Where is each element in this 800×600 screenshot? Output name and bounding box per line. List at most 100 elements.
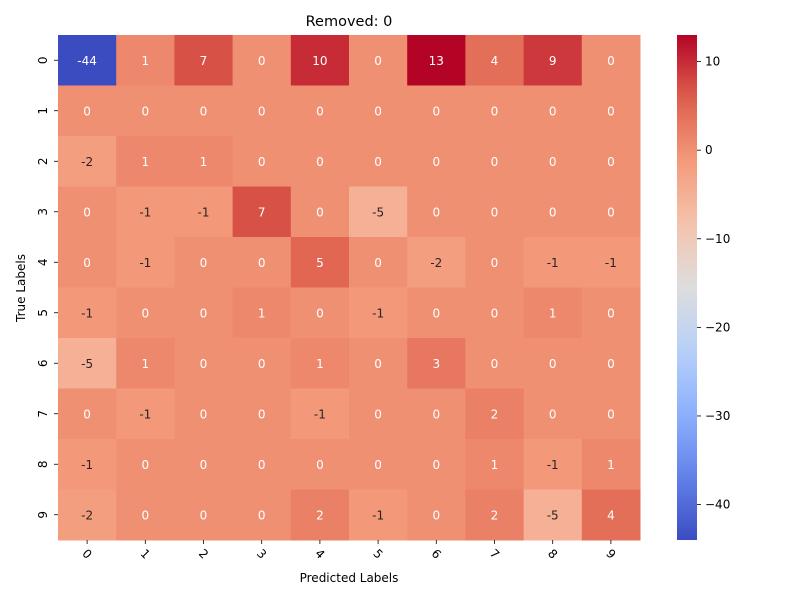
cell-value-label: -1 <box>547 256 559 270</box>
heatmap-cell <box>523 35 583 86</box>
heatmap-cell <box>407 186 466 238</box>
x-tick-label: 8 <box>545 546 560 561</box>
heatmap-cell <box>116 338 175 389</box>
x-tick-label: 5 <box>370 546 385 561</box>
heatmap-cell <box>349 388 408 440</box>
cell-value-label: 0 <box>200 104 208 118</box>
cell-value-label: 0 <box>200 306 208 320</box>
cell-value-label: 0 <box>141 458 149 472</box>
cell-value-label: 0 <box>549 155 557 169</box>
cell-value-label: 0 <box>258 407 266 421</box>
cell-value-label: 0 <box>374 357 382 371</box>
heatmap-cell <box>349 85 408 137</box>
x-tick-label: 3 <box>254 546 269 561</box>
heatmap-cell <box>523 388 583 440</box>
heatmap-cell <box>58 287 117 339</box>
cell-value-label: 0 <box>607 306 615 320</box>
cell-value-label: -5 <box>547 508 559 522</box>
cell-value-label: 0 <box>141 508 149 522</box>
heatmap-cell <box>290 388 350 440</box>
y-tick-label: 1 <box>36 107 50 115</box>
y-tick-label: 5 <box>36 309 50 317</box>
y-tick-label: 2 <box>36 157 50 165</box>
cell-value-label: 0 <box>491 357 499 371</box>
cell-value-label: 0 <box>258 357 266 371</box>
cell-value-label: 0 <box>374 458 382 472</box>
cell-value-label: 0 <box>607 104 615 118</box>
heatmap-cell <box>174 338 234 389</box>
cell-value-label: -2 <box>81 155 93 169</box>
cell-value-label: 0 <box>607 357 615 371</box>
cell-value-label: 9 <box>549 54 557 68</box>
cell-value-label: 0 <box>607 407 615 421</box>
heatmap-cell <box>232 136 292 187</box>
heatmap-cell <box>407 35 466 86</box>
cell-value-label: -2 <box>430 256 442 270</box>
x-tick-label: 0 <box>79 546 94 561</box>
cell-value-label: 0 <box>316 205 324 219</box>
heatmap-cell <box>232 85 292 137</box>
colorbar-tick-label: −40 <box>705 498 730 512</box>
heatmap-cell <box>116 237 175 288</box>
x-axis-ticks: 0 1 2 3 4 5 6 7 8 9 <box>79 540 619 562</box>
cell-value-label: 0 <box>374 54 382 68</box>
heatmap-cell <box>523 237 583 288</box>
heatmap-cell <box>290 338 350 389</box>
cell-value-label: 1 <box>258 306 266 320</box>
cell-value-label: 0 <box>316 306 324 320</box>
heatmap-cell <box>581 338 641 389</box>
cell-value-label: 0 <box>491 155 499 169</box>
heatmap-cell <box>581 388 641 440</box>
y-tick-label: 7 <box>36 410 50 418</box>
heatmap-cell <box>465 186 525 238</box>
cell-value-label: 0 <box>432 508 440 522</box>
heatmap-cell <box>465 439 525 490</box>
y-tick-label: 6 <box>36 359 50 367</box>
cell-value-label: 1 <box>491 458 499 472</box>
heatmap-cell <box>349 136 408 187</box>
heatmap-cell <box>349 237 408 288</box>
heatmap-cell <box>523 287 583 339</box>
heatmap-cell <box>174 388 234 440</box>
cell-value-label: 0 <box>432 407 440 421</box>
heatmap-cell <box>349 35 408 86</box>
heatmap-cell <box>465 85 525 137</box>
cell-value-label: 0 <box>491 256 499 270</box>
heatmap-cell <box>407 287 466 339</box>
heatmap-cell <box>581 186 641 238</box>
heatmap-cell <box>116 136 175 187</box>
cell-value-label: 0 <box>432 458 440 472</box>
cell-value-label: -5 <box>81 357 93 371</box>
cell-value-label: 1 <box>200 155 208 169</box>
cell-value-label: 0 <box>141 104 149 118</box>
cell-value-label: 0 <box>607 155 615 169</box>
heatmap-cell <box>465 237 525 288</box>
heatmap-cell <box>290 186 350 238</box>
y-tick-label: 8 <box>36 460 50 468</box>
heatmap-cell <box>290 35 350 86</box>
cell-value-label: -1 <box>314 407 326 421</box>
cell-value-label: 0 <box>432 205 440 219</box>
x-tick-label: 1 <box>138 546 153 561</box>
heatmap-cell <box>290 237 350 288</box>
y-axis-ticks: 0 1 2 3 4 5 6 7 8 9 <box>36 56 58 519</box>
x-axis-label: Predicted Labels <box>300 571 399 585</box>
colorbar-tick-label: 10 <box>705 55 720 69</box>
cell-value-label: 0 <box>549 407 557 421</box>
cell-value-label: 0 <box>374 104 382 118</box>
heatmap-cell <box>407 85 466 137</box>
cell-value-label: 0 <box>258 458 266 472</box>
heatmap-cell <box>581 136 641 187</box>
heatmap-cell <box>581 237 641 288</box>
cell-value-label: 2 <box>491 407 499 421</box>
cell-value-label: 1 <box>607 458 615 472</box>
cell-value-label: 0 <box>316 458 324 472</box>
cell-value-label: 0 <box>83 104 91 118</box>
cell-value-label: 0 <box>316 104 324 118</box>
cell-value-label: 3 <box>432 357 440 371</box>
x-tick-label: 4 <box>312 546 327 561</box>
heatmap-cell <box>523 186 583 238</box>
cell-value-label: 0 <box>200 256 208 270</box>
heatmap-cell <box>349 489 408 541</box>
